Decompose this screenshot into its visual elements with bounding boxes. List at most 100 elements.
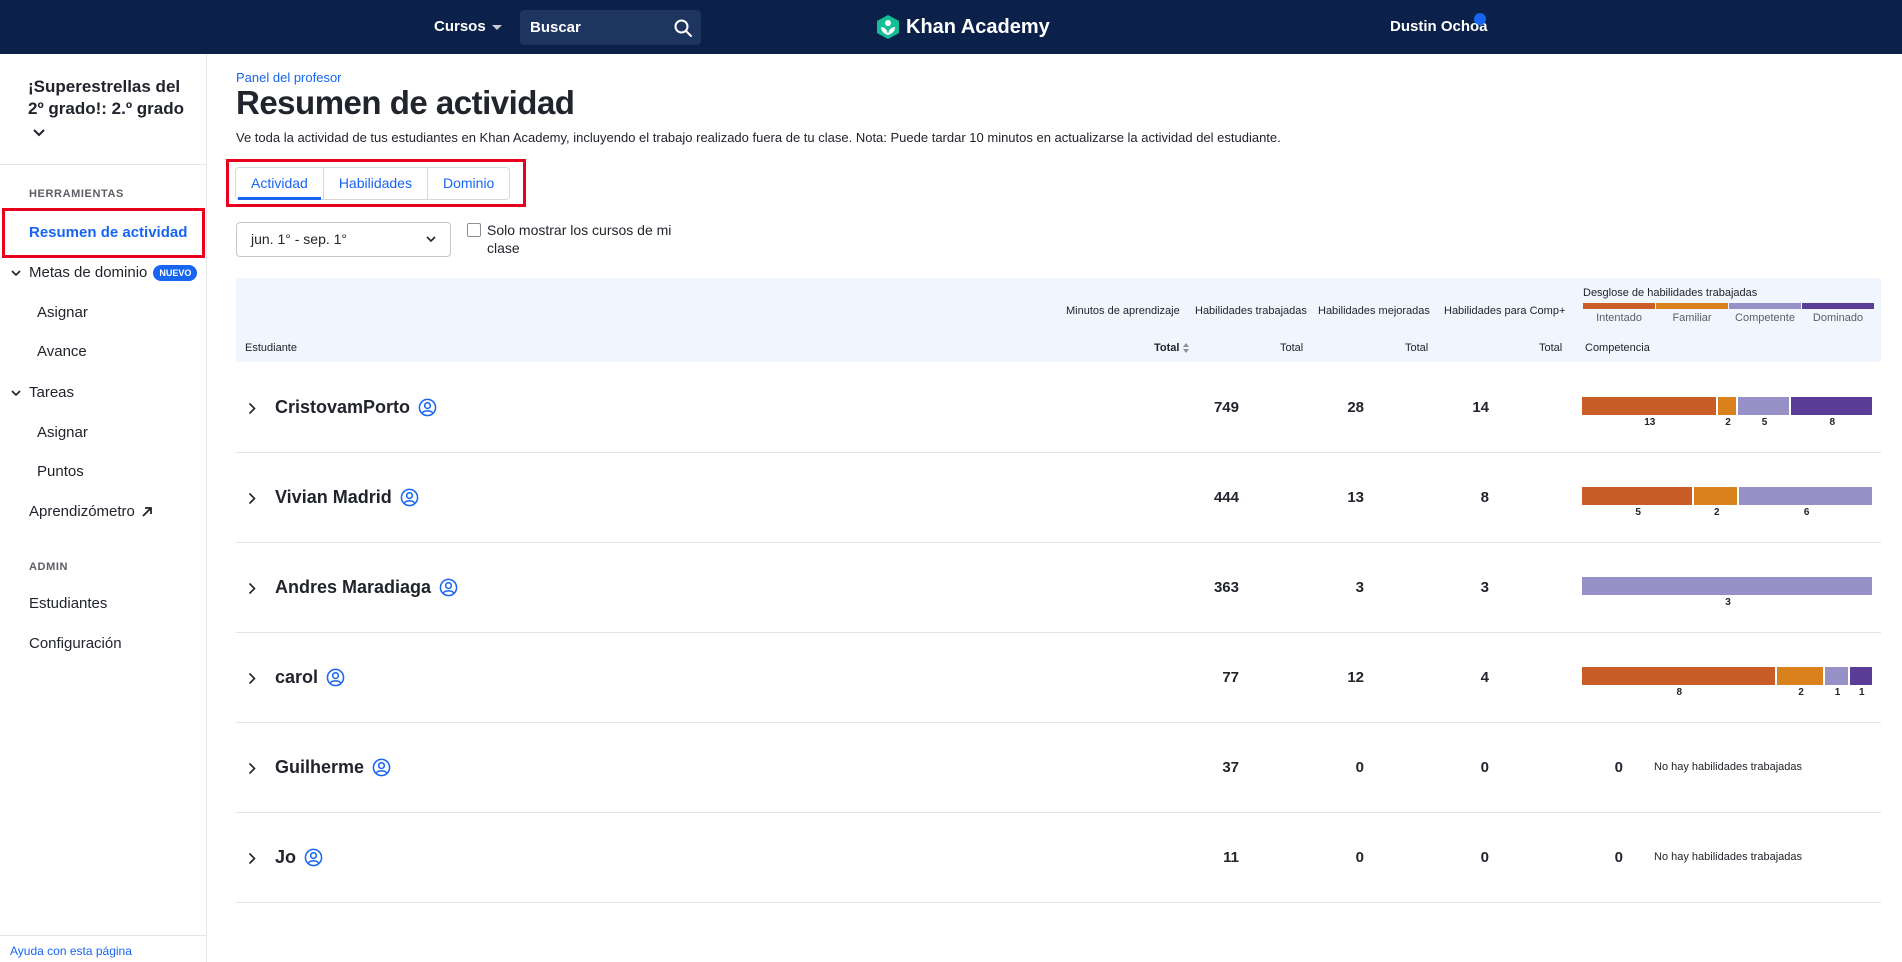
search-input[interactable] [530, 19, 660, 36]
chevron-down-icon[interactable] [32, 128, 46, 138]
legend-bar-proficient [1729, 303, 1801, 309]
bar-segment-proficient [1738, 397, 1789, 415]
only-my-courses-label: Solo mostrar los cursos de mi clase [487, 222, 672, 256]
tab-activity[interactable]: Actividad [236, 168, 324, 200]
student-name[interactable]: Guilherme [275, 757, 391, 778]
skills-improved-value: 0 [1480, 849, 1489, 866]
student-name[interactable]: carol [275, 667, 345, 688]
bar-segment-proficient [1739, 487, 1872, 505]
bar-segment-label: 2 [1725, 417, 1731, 428]
logo-text: Khan Academy [906, 15, 1050, 38]
sort-icon [1183, 343, 1190, 353]
table-row: Guilherme 37 0 0 0 No hay habilidades trabaja… [236, 723, 1881, 813]
legend-label-attempted: Intentado [1596, 312, 1642, 324]
student-name-text: carol [275, 667, 319, 687]
skills-improved-value: 3 [1480, 579, 1489, 596]
tools-heading: HERRAMIENTAS [29, 188, 124, 200]
chevron-right-icon[interactable] [248, 762, 256, 775]
skills-worked-value: 13 [1347, 489, 1364, 506]
chevron-right-icon[interactable] [248, 492, 256, 505]
skills-improved-value: 4 [1480, 669, 1489, 686]
sidebar: ¡Superestrellas del 2º grado!: 2.º grado… [0, 54, 207, 962]
user-menu-button[interactable]: Dustin Ochoa [1390, 18, 1488, 35]
sidebar-item-students[interactable]: Estudiantes [29, 595, 108, 612]
no-skills-text: No hay habilidades trabajadas [1654, 851, 1802, 863]
date-range-select[interactable]: jun. 1° - sep. 1° [236, 222, 451, 257]
only-my-courses-checkbox[interactable] [467, 223, 481, 237]
sidebar-item-tasks-assign[interactable]: Asignar [37, 424, 88, 441]
bar-segment-attempted [1582, 487, 1693, 505]
minutes-value: 363 [1213, 579, 1239, 596]
chevron-right-icon[interactable] [248, 672, 256, 685]
person-icon [418, 398, 437, 417]
sidebar-item-mastery-assign[interactable]: Asignar [37, 304, 88, 321]
bar-segment-attempted [1582, 667, 1775, 685]
bar-segment-label: 2 [1798, 687, 1804, 698]
bar-segment-mastered [1790, 397, 1872, 415]
col-header-skills-worked: Habilidades trabajadas [1195, 305, 1307, 317]
only-my-courses-option[interactable]: Solo mostrar los cursos de mi clase [467, 221, 697, 257]
chevron-right-icon[interactable] [248, 582, 256, 595]
highlight-box [2, 208, 205, 258]
sidebar-item-mastery-goals[interactable]: Metas de dominio NUEVO [29, 264, 198, 281]
legend-bar-mastered [1802, 303, 1874, 309]
col-header-skills-comp: Habilidades para Comp+ [1444, 305, 1566, 317]
bar-segment-label: 8 [1676, 687, 1683, 698]
legend-label-mastered: Dominado [1812, 312, 1864, 324]
bar-segment-proficient [1825, 667, 1848, 685]
khan-leaf-icon [877, 15, 899, 39]
bar-segment-label: 8 [1829, 417, 1836, 428]
student-name[interactable]: CristovamPorto [275, 397, 437, 418]
col-header-minutes: Minutos de aprendizaje [1066, 305, 1180, 317]
sort-minutes-button[interactable]: Total [1154, 342, 1190, 354]
sidebar-item-settings[interactable]: Configuración [29, 635, 122, 652]
bar-segment-attempted [1582, 397, 1716, 415]
sidebar-item-tasks[interactable]: Tareas [29, 384, 75, 401]
bar-segment-label: 3 [1725, 597, 1731, 608]
skills-breakdown-bar: 13 2 5 8 [1582, 397, 1874, 428]
page-description: Ve toda la actividad de tus estudiantes … [236, 130, 1281, 145]
breadcrumb[interactable]: Panel del profesor [236, 70, 342, 85]
skills-breakdown-bar: 8 2 1 1 [1582, 667, 1874, 698]
student-name[interactable]: Jo [275, 847, 323, 868]
skills-worked-value: 0 [1355, 849, 1364, 866]
bar-segment-proficient [1582, 577, 1872, 595]
top-nav-bar: Cursos Khan Academy Dustin Ochoa [0, 0, 1902, 54]
student-name[interactable]: Vivian Madrid [275, 487, 419, 508]
student-name-text: Jo [275, 847, 297, 867]
bar-segment-label: 13 [1644, 417, 1656, 428]
bar-segment-label: 2 [1713, 507, 1720, 518]
tab-mastery[interactable]: Dominio [442, 175, 495, 191]
bar-segment-label: 1 [1834, 687, 1841, 698]
skills-breakdown-bar: 3 [1582, 577, 1874, 608]
courses-menu-button[interactable]: Cursos [434, 18, 502, 35]
minutes-value: 749 [1213, 399, 1239, 416]
sidebar-item-activity-summary[interactable]: Resumen de actividad [29, 224, 188, 241]
person-icon [326, 668, 345, 687]
bar-segment-label: 1 [1859, 687, 1865, 698]
table-row: Andres Maradiaga3633333 [236, 543, 1881, 633]
bar-segment-label: 5 [1635, 507, 1641, 518]
chevron-right-icon[interactable] [248, 852, 256, 865]
bar-segment-mastered [1849, 667, 1872, 685]
khan-academy-logo[interactable]: Khan Academy [876, 14, 1050, 40]
sidebar-item-mastery-progress[interactable]: Avance [37, 343, 87, 360]
search-box[interactable] [520, 10, 701, 45]
sidebar-divider [0, 935, 207, 936]
student-name[interactable]: Andres Maradiaga [275, 577, 458, 598]
student-name-text: CristovamPorto [275, 397, 411, 417]
search-icon[interactable] [673, 18, 693, 38]
chevron-down-icon[interactable] [11, 390, 21, 398]
legend-label-familiar: Familiar [1672, 312, 1712, 324]
sidebar-item-tasks-points[interactable]: Puntos [37, 463, 84, 480]
chevron-right-icon[interactable] [248, 402, 256, 415]
courses-label: Cursos [434, 18, 486, 35]
table-header [236, 278, 1881, 362]
bar-segment-familiar [1694, 487, 1738, 505]
help-link[interactable]: Ayuda con esta página [10, 944, 132, 958]
sidebar-item-learning-meter[interactable]: Aprendizómetro [29, 503, 153, 520]
chevron-down-icon[interactable] [11, 270, 21, 278]
class-name[interactable]: ¡Superestrellas del 2º grado!: 2.º grado [28, 77, 184, 118]
tab-skills[interactable]: Habilidades [324, 168, 428, 199]
table-row: carol 77 12 4 28 2 1 1 [236, 633, 1881, 723]
